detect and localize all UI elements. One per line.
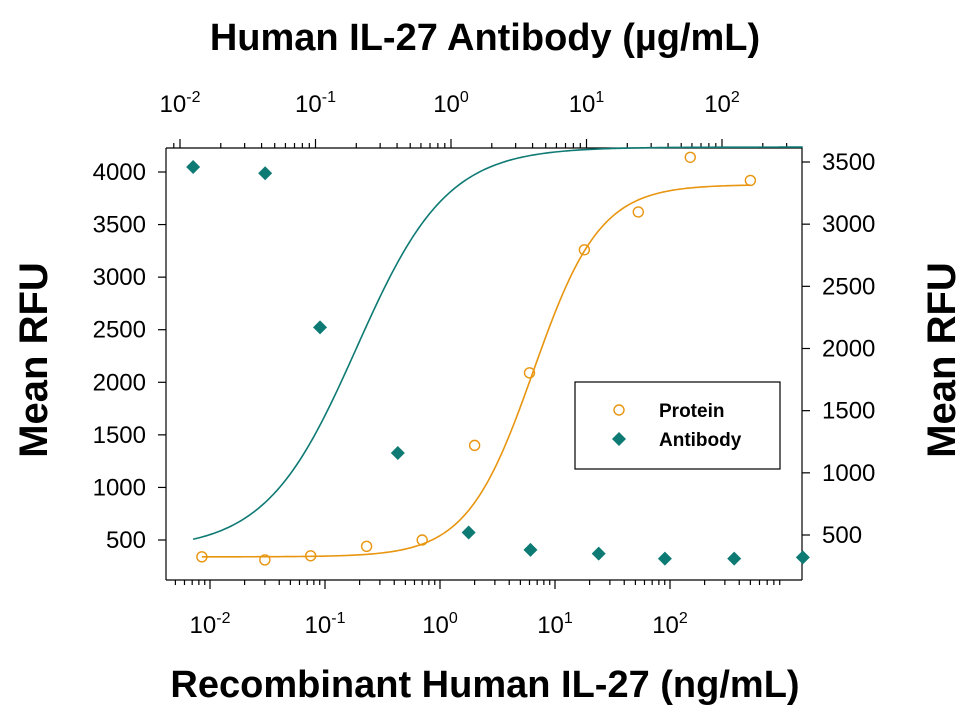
legend-box (574, 381, 781, 470)
antibody-point (523, 542, 538, 557)
protein-point (259, 554, 271, 566)
data-points (186, 151, 810, 566)
legend: Protein Antibody (574, 381, 781, 470)
protein-point (744, 174, 757, 187)
right-tick-label: 3000 (822, 211, 875, 238)
left-tick-label: 1000 (93, 474, 146, 501)
antibody-point (591, 546, 606, 561)
protein-point (684, 151, 696, 163)
antibody-point (258, 166, 273, 181)
antibody-point (186, 159, 201, 174)
right-tick-label: 500 (822, 522, 862, 549)
left-axis-title: Mean RFU (12, 262, 56, 458)
legend-marker-protein (613, 404, 625, 416)
bottom-axis-title: Recombinant Human IL-27 (ng/mL) (170, 664, 799, 706)
right-tick-label: 1500 (822, 398, 875, 425)
bottom-tick-label: 100 (422, 610, 458, 639)
protein-point (523, 367, 536, 379)
bottom-tick-label: 101 (537, 610, 573, 639)
protein-point (416, 534, 428, 546)
left-tick-label: 3500 (93, 212, 146, 239)
right-tick-label: 1000 (822, 460, 875, 487)
right-tick-label: 2500 (822, 273, 875, 300)
legend-label-protein: Protein (659, 401, 724, 422)
antibody-point (461, 525, 476, 540)
top-tick-label: 10-1 (295, 89, 336, 118)
right-tick-label: 3500 (822, 149, 875, 176)
top-axis-title: Human IL-27 Antibody (µg/mL) (210, 17, 760, 59)
fit-curves (192, 146, 803, 558)
antibody-point (727, 551, 742, 566)
right-tick-label: 2000 (822, 336, 875, 363)
protein-point (304, 550, 317, 562)
antibody-point (313, 320, 328, 335)
protein-point (578, 244, 591, 256)
protein-fit-curve (201, 184, 751, 558)
protein-point (360, 540, 373, 553)
left-tick-label: 3000 (93, 264, 146, 291)
legend-label-antibody: Antibody (659, 430, 742, 451)
top-tick-label: 102 (704, 89, 740, 118)
top-tick-label: 100 (433, 89, 469, 118)
right-axis-title: Mean RFU (920, 262, 964, 458)
protein-point (468, 439, 481, 452)
left-tick-label: 1500 (93, 422, 146, 449)
left-tick-label: 2500 (93, 317, 146, 344)
bottom-tick-label: 10-1 (305, 610, 346, 639)
bottom-tick-label: 10-2 (190, 610, 231, 639)
top-tick-label: 10-2 (160, 89, 201, 118)
antibody-point (795, 550, 810, 565)
left-tick-label: 4000 (93, 159, 146, 186)
legend-marker-antibody (612, 432, 626, 446)
antibody-fit-curve (192, 146, 803, 541)
left-tick-label: 2000 (93, 369, 146, 396)
axes: 10-2 10-1 100 101 102 10-2 10-1 100 101 102 500 100… (93, 89, 876, 639)
top-tick-label: 101 (569, 89, 605, 118)
bottom-tick-label: 102 (652, 610, 688, 639)
antibody-point (390, 445, 405, 460)
protein-point (196, 551, 208, 563)
protein-point (632, 206, 644, 218)
antibody-point (657, 551, 672, 566)
left-tick-label: 500 (106, 527, 146, 554)
